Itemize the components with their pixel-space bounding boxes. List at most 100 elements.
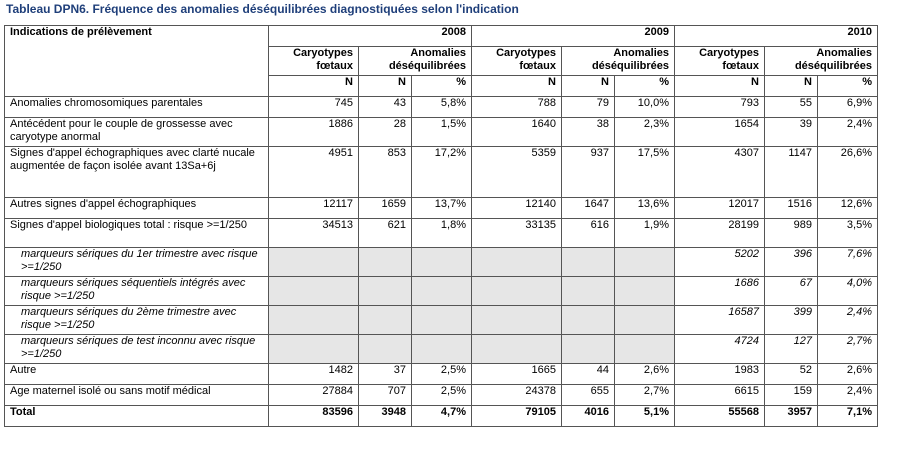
cell-value: 616	[561, 218, 615, 248]
cell-value	[358, 276, 412, 306]
cell-value: 12140	[471, 197, 562, 219]
cell-value: 39	[764, 117, 818, 147]
cell-value: 44	[561, 363, 615, 385]
cell-value: 5359	[471, 146, 562, 198]
cell-value: 10,0%	[614, 96, 675, 118]
cell-value: 655	[561, 384, 615, 406]
cell-value	[268, 334, 359, 364]
cell-value	[471, 305, 562, 335]
cell-value: 37	[358, 363, 412, 385]
total-row: Total 83596 3948 4,7% 79105 4016 5,1% 55…	[4, 405, 878, 427]
cell-value: 13,7%	[411, 197, 472, 219]
cell-value: 5,8%	[411, 96, 472, 118]
unit-n: N	[561, 75, 615, 97]
col-anomalies-2008: Anomalies déséquilibrées	[358, 46, 472, 76]
cell-value: 1147	[764, 146, 818, 198]
cell-value	[561, 305, 615, 335]
cell-value	[411, 305, 472, 335]
cell-value: 79105	[471, 405, 562, 427]
cell-value: 745	[268, 96, 359, 118]
cell-value: 1686	[674, 276, 765, 306]
row-label: marqueurs sériques du 1er trimestre avec…	[4, 247, 269, 277]
cell-value: 12117	[268, 197, 359, 219]
cell-value: 1,8%	[411, 218, 472, 248]
cell-value	[358, 247, 412, 277]
unit-n: N	[764, 75, 818, 97]
cell-value: 7,1%	[817, 405, 878, 427]
cell-value: 2,4%	[817, 305, 878, 335]
cell-value: 4951	[268, 146, 359, 198]
row-label: marqueurs sériques de test inconnu avec …	[4, 334, 269, 364]
cell-value: 7,6%	[817, 247, 878, 277]
cell-value	[411, 276, 472, 306]
cell-value: 52	[764, 363, 818, 385]
cell-value: 38	[561, 117, 615, 147]
row-label: Signes d'appel échographiques avec clart…	[4, 146, 269, 198]
cell-value: 2,7%	[817, 334, 878, 364]
cell-value: 55568	[674, 405, 765, 427]
cell-value: 1886	[268, 117, 359, 147]
cell-value	[614, 305, 675, 335]
year-header-2008: 2008	[268, 25, 472, 47]
col-anomalies-2009: Anomalies déséquilibrées	[561, 46, 675, 76]
cell-value: 1665	[471, 363, 562, 385]
cell-value: 4016	[561, 405, 615, 427]
cell-value	[471, 276, 562, 306]
indication-header: Indications de prélèvement	[4, 25, 269, 97]
cell-value	[471, 334, 562, 364]
cell-value: 4,0%	[817, 276, 878, 306]
cell-value: 13,6%	[614, 197, 675, 219]
cell-value: 1654	[674, 117, 765, 147]
unit-n: N	[268, 75, 359, 97]
cell-value: 399	[764, 305, 818, 335]
cell-value	[411, 334, 472, 364]
cell-value: 1659	[358, 197, 412, 219]
cell-value: 26,6%	[817, 146, 878, 198]
cell-value: 853	[358, 146, 412, 198]
unit-n: N	[471, 75, 562, 97]
cell-value: 5202	[674, 247, 765, 277]
cell-value: 159	[764, 384, 818, 406]
cell-value	[471, 247, 562, 277]
row-label: marqueurs sériques séquentiels intégrés …	[4, 276, 269, 306]
cell-value: 2,6%	[614, 363, 675, 385]
unit-pct: %	[614, 75, 675, 97]
cell-value	[268, 305, 359, 335]
cell-value: 6,9%	[817, 96, 878, 118]
row-label: Age maternel isolé ou sans motif médical	[4, 384, 269, 406]
cell-value: 6615	[674, 384, 765, 406]
unit-pct: %	[411, 75, 472, 97]
table-row: Age maternel isolé ou sans motif médical…	[4, 384, 878, 406]
cell-value: 17,2%	[411, 146, 472, 198]
table-row: Antécédent pour le couple de grossesse a…	[4, 117, 878, 147]
cell-value: 1482	[268, 363, 359, 385]
cell-value: 16587	[674, 305, 765, 335]
table-row: Signes d'appel biologiques total : risqu…	[4, 218, 878, 248]
cell-value: 3,5%	[817, 218, 878, 248]
cell-value: 79	[561, 96, 615, 118]
cell-value: 28199	[674, 218, 765, 248]
table-row: Anomalies chromosomiques parentales 745 …	[4, 96, 878, 118]
col-caryotypes-2009: Caryotypes fœtaux	[471, 46, 562, 76]
cell-value	[561, 334, 615, 364]
cell-value: 12,6%	[817, 197, 878, 219]
cell-value	[411, 247, 472, 277]
row-label: Anomalies chromosomiques parentales	[4, 96, 269, 118]
cell-value: 43	[358, 96, 412, 118]
cell-value	[358, 305, 412, 335]
cell-value: 396	[764, 247, 818, 277]
cell-value: 2,6%	[817, 363, 878, 385]
cell-value: 793	[674, 96, 765, 118]
cell-value: 34513	[268, 218, 359, 248]
cell-value: 1,9%	[614, 218, 675, 248]
cell-value: 1647	[561, 197, 615, 219]
row-label: Autre	[4, 363, 269, 385]
cell-value	[268, 247, 359, 277]
cell-value	[561, 247, 615, 277]
table-row: Autre 1482 37 2,5% 1665 44 2,6% 1983 52 …	[4, 363, 878, 385]
cell-value: 1,5%	[411, 117, 472, 147]
cell-value	[268, 276, 359, 306]
table-row: marqueurs sériques du 2ème trimestre ave…	[4, 305, 878, 335]
cell-value	[561, 276, 615, 306]
table-row: Signes d'appel échographiques avec clart…	[4, 146, 878, 198]
